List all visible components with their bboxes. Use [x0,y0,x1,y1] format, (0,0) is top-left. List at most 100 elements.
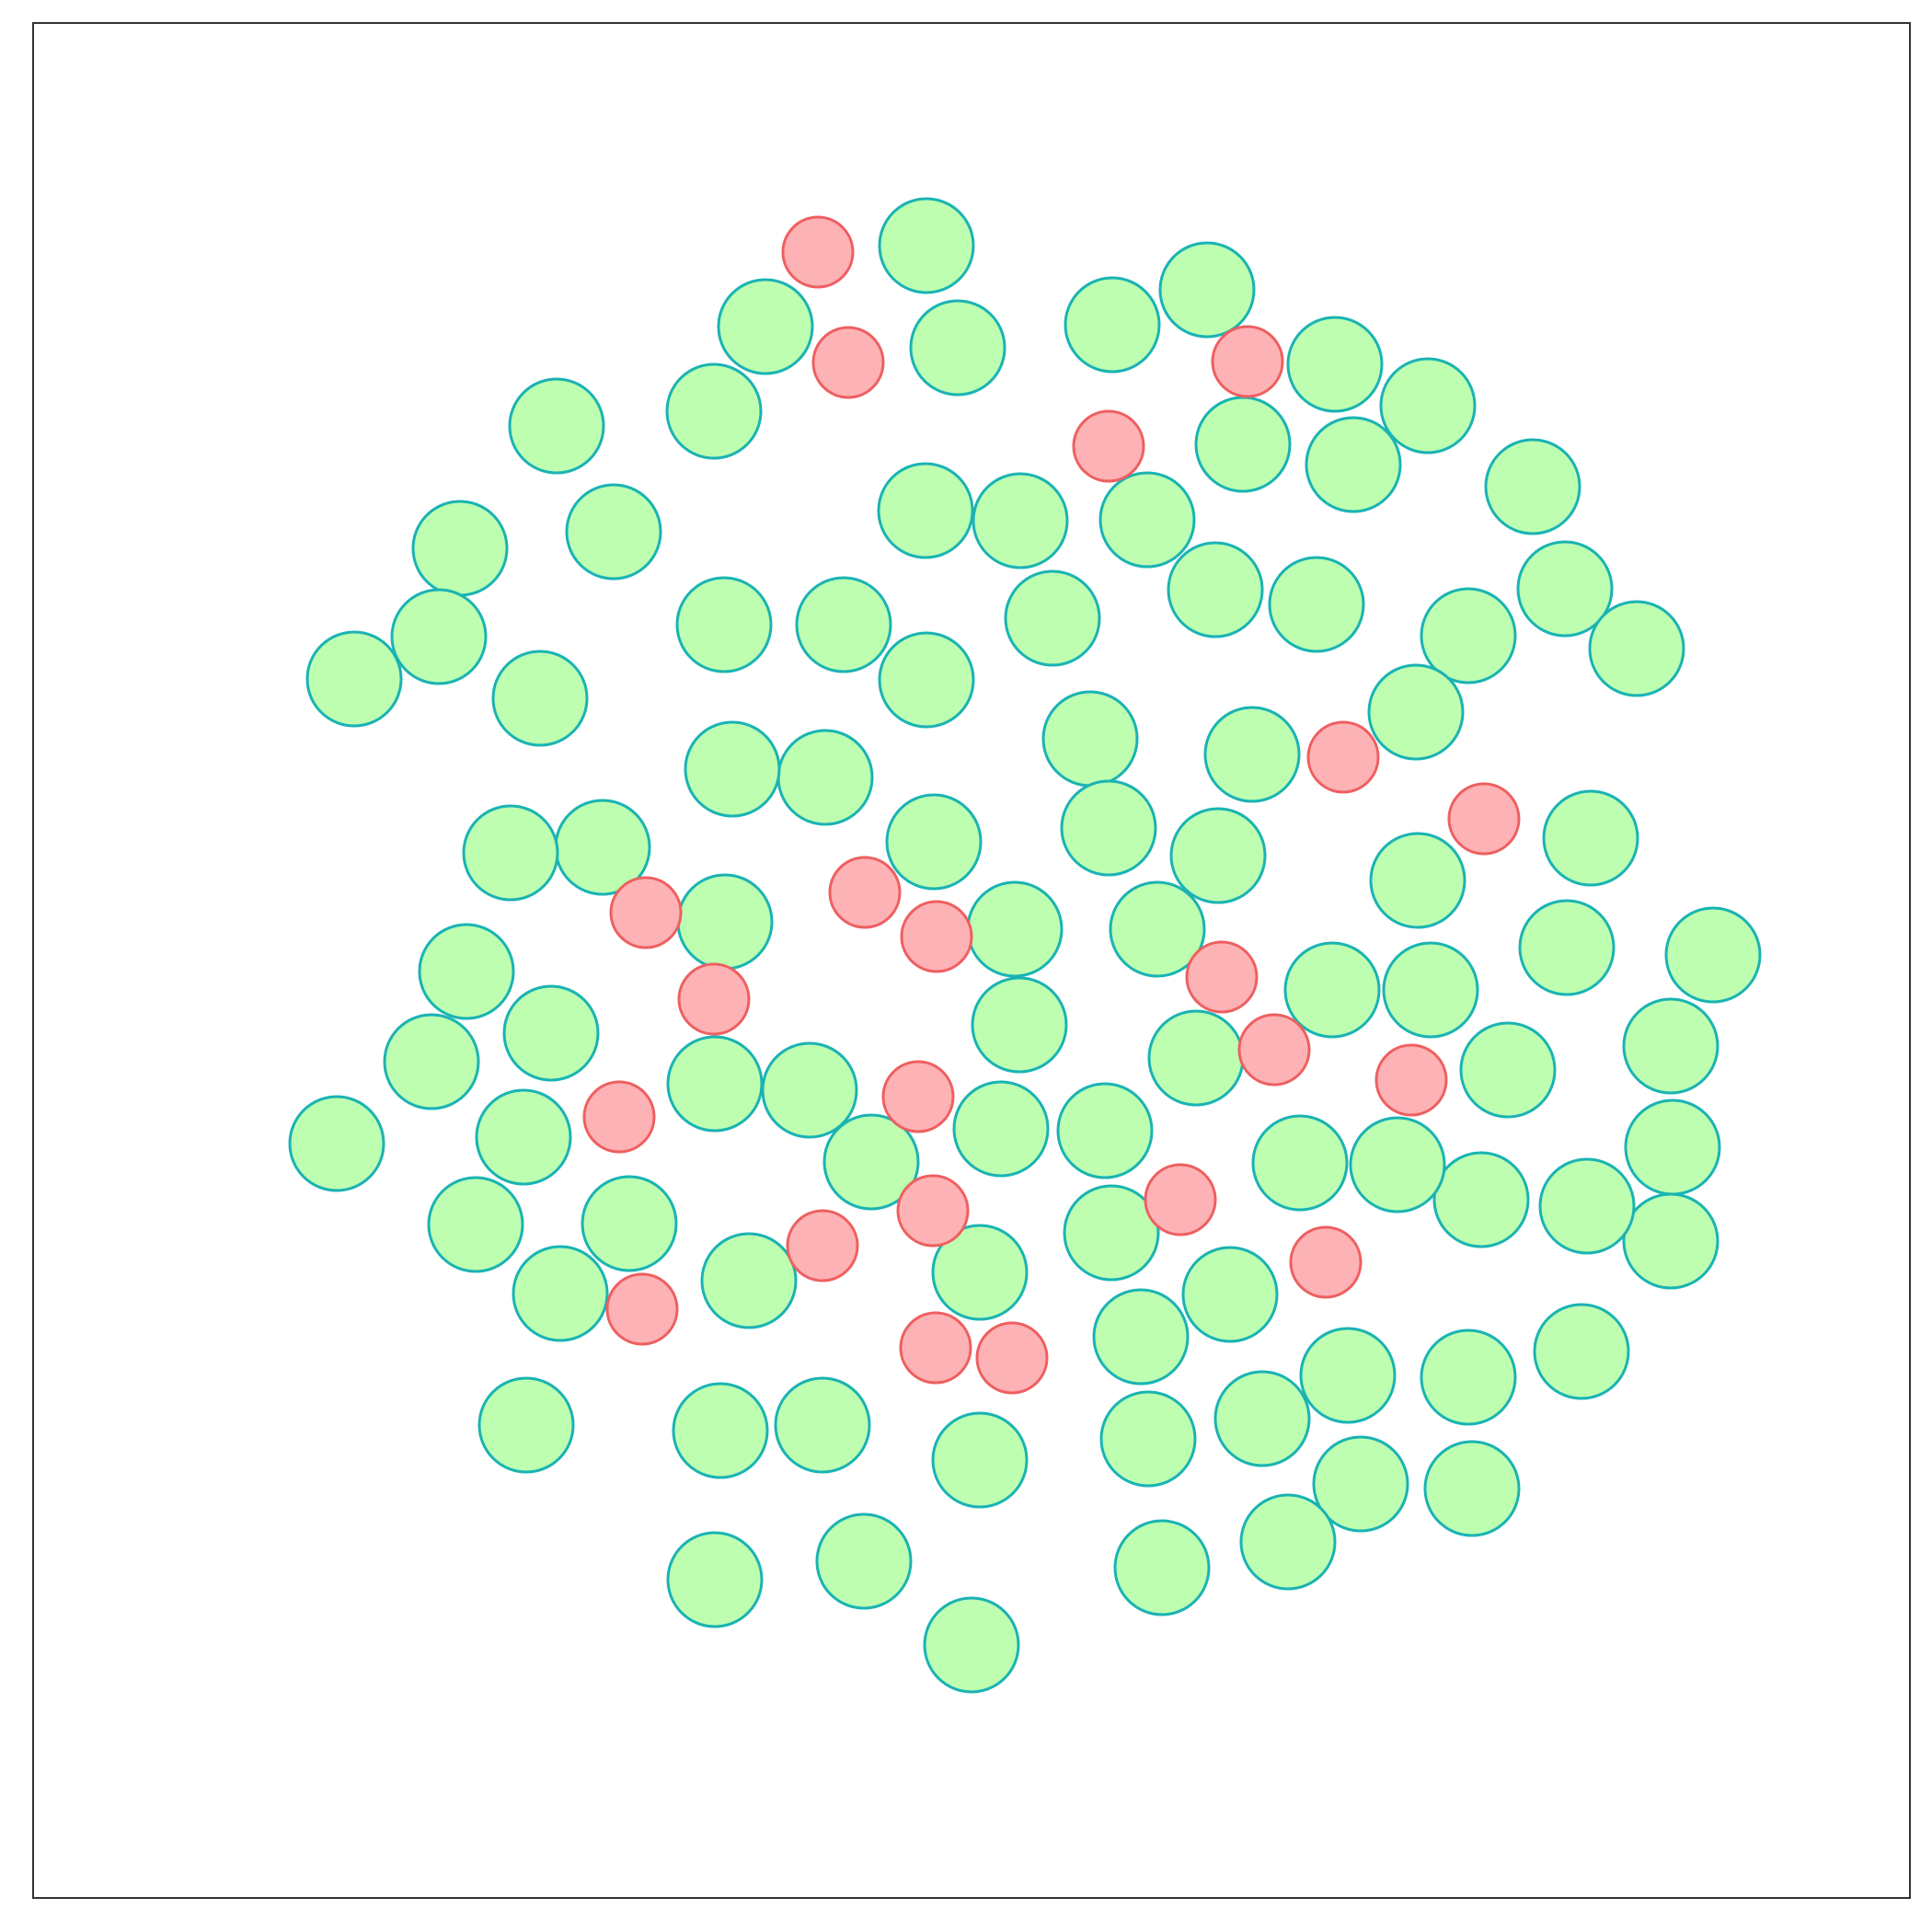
large-circle [1542,789,1639,887]
large-circle [878,197,975,294]
large-circle [1299,1327,1397,1424]
large-circle [795,576,892,673]
large-circle [418,923,515,1020]
large-circle [1420,587,1517,684]
large-circle [1420,1328,1517,1426]
large-circle [1432,1151,1530,1248]
small-circle [677,962,751,1036]
large-circle [1312,1435,1409,1533]
large-circle [1369,832,1466,929]
large-circle [877,462,974,559]
small-circle [900,900,973,973]
large-circle [822,1113,920,1211]
large-circle [1423,1440,1521,1537]
large-circle [565,483,662,581]
small-circle [975,1321,1049,1395]
large-circle [1064,276,1161,374]
large-circle [1239,1493,1337,1591]
large-circle [1169,807,1267,904]
large-circle [462,804,559,902]
large-circle [491,650,589,747]
large-circle [1194,396,1292,493]
large-circle [1533,1303,1630,1400]
large-circle [1664,906,1762,1004]
large-circle [1203,706,1301,803]
large-circle [815,1512,913,1610]
large-circle [512,1245,609,1342]
large-circle [1158,241,1256,339]
large-circle [288,1095,385,1192]
large-circle [1516,540,1614,638]
small-circle [605,1272,679,1346]
large-circle [1268,556,1365,653]
large-circle [508,377,605,475]
large-circle [1379,357,1477,454]
large-circle [1484,438,1581,535]
large-circle [923,1596,1020,1694]
large-circle [1622,997,1719,1095]
large-circle [666,1035,764,1133]
small-circle [881,1060,955,1133]
large-circle [885,793,983,891]
large-circle [477,1376,575,1474]
small-circle [781,215,855,289]
small-circle [1185,940,1259,1014]
small-circle [1072,409,1145,483]
large-circle [776,729,874,826]
large-circle [1538,1157,1636,1255]
large-circle [1004,569,1101,667]
large-circle [1382,941,1479,1039]
large-circle [774,1376,871,1474]
large-circle [1113,1519,1211,1616]
small-circle [1211,325,1284,398]
large-circle [1459,1021,1557,1119]
large-circle [1092,1288,1190,1386]
small-circle [786,1209,859,1282]
large-circle [1056,1082,1154,1179]
large-circle [1622,1192,1719,1290]
large-circle [1060,779,1157,877]
large-circle [666,1531,764,1628]
large-circle [1518,899,1616,996]
small-circle [1237,1013,1311,1087]
large-circle [971,976,1068,1074]
small-circle [1306,720,1380,794]
small-circle [1144,1163,1217,1236]
large-circle [1041,690,1139,788]
large-circle [878,631,975,729]
small-circle [609,876,683,949]
large-circle [665,362,763,460]
large-circle [1213,1370,1311,1467]
large-circle [717,278,814,375]
large-circle [305,630,403,728]
large-circle [1147,1009,1245,1107]
small-circle [828,856,902,929]
large-circle [411,500,509,597]
large-circle [390,588,488,685]
large-circle [1098,471,1196,569]
small-circle [1374,1043,1448,1117]
large-circle [761,1041,858,1139]
large-circle [1367,663,1465,761]
large-circle [1624,1098,1721,1196]
small-circle [582,1080,656,1154]
large-circle [1251,1114,1349,1212]
large-circle [931,1411,1029,1509]
large-circle [1167,541,1264,638]
large-circle [931,1224,1029,1321]
large-circle [581,1175,678,1272]
small-circle [899,1311,972,1385]
large-circle [1588,600,1685,697]
large-circle [684,720,781,818]
large-circle [1109,880,1206,978]
large-circle [672,1382,769,1479]
plot-frame [32,22,1911,1899]
large-circle [1305,416,1402,513]
small-circle [1447,782,1521,856]
small-circle [1289,1225,1363,1299]
large-circle [676,873,774,971]
large-circle [475,1088,572,1186]
small-circle [896,1174,970,1248]
large-circle [1286,316,1384,413]
large-circle [1063,1184,1160,1282]
